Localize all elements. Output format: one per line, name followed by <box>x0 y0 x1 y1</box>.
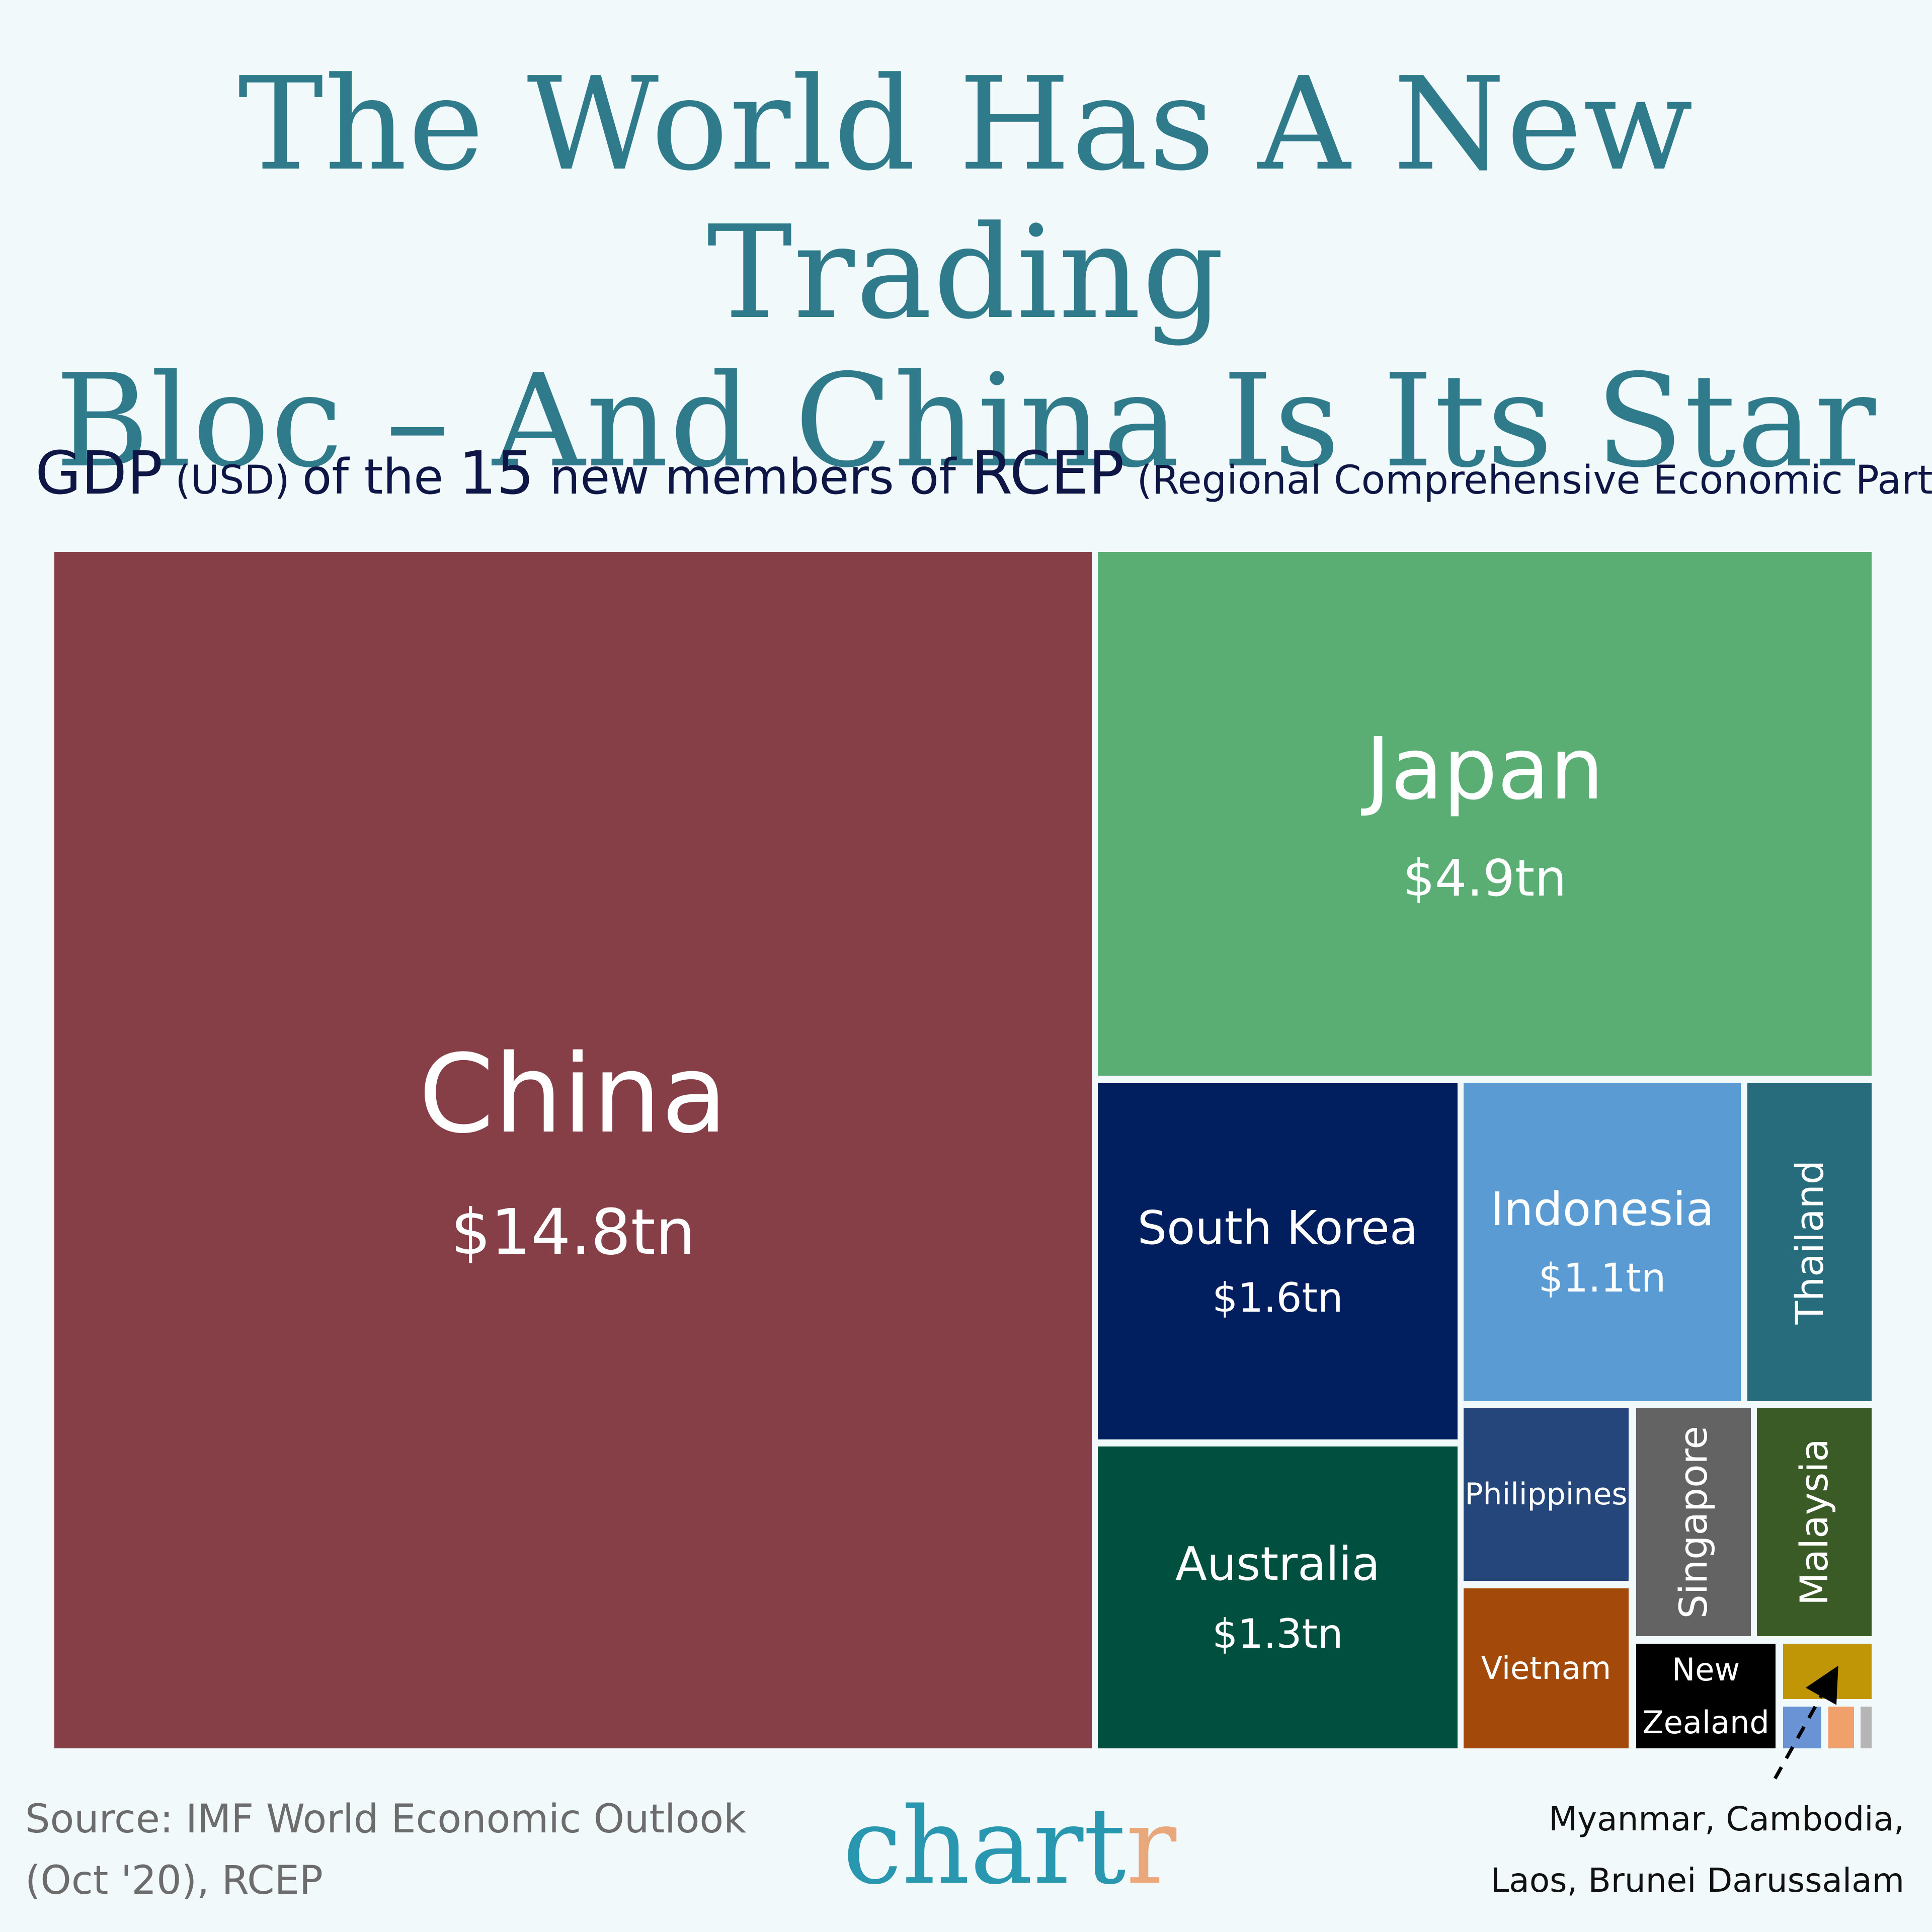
tile-south-korea: South Korea $1.6tn <box>1098 1083 1458 1439</box>
subtitle-of-the: of the <box>302 449 459 505</box>
chart-subtitle: GDP (USD) of the 15 new members of RCEP … <box>35 443 1932 511</box>
tile-new-zealand-line1: New <box>1671 1651 1740 1688</box>
tile-china-value: $14.8tn <box>450 1195 696 1269</box>
source-note: Source: IMF World Economic Outlook (Oct … <box>25 1789 746 1911</box>
source-line-2: (Oct '20), RCEP <box>25 1858 323 1903</box>
tile-indonesia-name: Indonesia <box>1490 1182 1714 1237</box>
tile-cambodia <box>1783 1707 1821 1748</box>
annotation-line-1: Myanmar, Cambodia, <box>1549 1800 1904 1838</box>
tile-laos <box>1828 1707 1854 1748</box>
subtitle-usd: (USD) <box>163 458 302 503</box>
annotation-line-2: Laos, Brunei Darussalam <box>1490 1861 1904 1900</box>
logo-main: chart <box>843 1785 1126 1908</box>
source-line-1: Source: IMF World Economic Outlook <box>25 1797 747 1842</box>
tile-thailand: Thailand <box>1747 1083 1872 1401</box>
tile-vietnam-name: Vietnam <box>1481 1650 1612 1687</box>
tile-myanmar <box>1783 1644 1872 1699</box>
chart-title: The World Has A New Trading Bloc – And C… <box>0 50 1932 496</box>
tile-australia-name: Australia <box>1175 1537 1380 1591</box>
tile-south-korea-value: $1.6tn <box>1212 1274 1343 1321</box>
tile-japan-name: Japan <box>1365 719 1604 820</box>
subtitle-expansion: (Regional Comprehensive Economic Partner… <box>1137 458 1932 503</box>
title-line-1: The World Has A New Trading <box>237 50 1695 348</box>
title-line-2: Bloc – And China Is Its Star <box>55 347 1877 496</box>
tile-malaysia: Malaysia <box>1757 1408 1872 1636</box>
tile-china: China $14.8tn <box>54 552 1092 1748</box>
subtitle-count: 15 <box>458 438 534 508</box>
small-countries-annotation: Myanmar, Cambodia, Laos, Brunei Darussal… <box>1491 1789 1904 1911</box>
tile-south-korea-name: South Korea <box>1137 1201 1418 1255</box>
subtitle-rcep: RCEP <box>971 438 1124 508</box>
tile-indonesia-value: $1.1tn <box>1538 1256 1666 1302</box>
chartr-logo: chartr <box>843 1791 1176 1902</box>
tile-thailand-name: Thailand <box>1787 1160 1832 1325</box>
tile-japan-value: $4.9tn <box>1403 848 1567 908</box>
tile-vietnam: Vietnam <box>1464 1588 1629 1748</box>
tile-singapore: Singapore <box>1636 1408 1751 1636</box>
subtitle-new-members: new members of <box>534 449 972 505</box>
tile-new-zealand: New Zealand <box>1636 1644 1776 1748</box>
subtitle-gdp: GDP <box>35 438 163 508</box>
tile-malaysia-name: Malaysia <box>1792 1438 1837 1606</box>
tile-japan: Japan $4.9tn <box>1098 552 1872 1076</box>
tile-australia: Australia $1.3tn <box>1098 1446 1458 1748</box>
tile-new-zealand-line2: Zealand <box>1642 1704 1769 1741</box>
tile-singapore-name: Singapore <box>1671 1425 1716 1619</box>
tile-philippines-name: Philippines <box>1465 1477 1628 1512</box>
logo-accent: r <box>1125 1785 1177 1908</box>
tile-china-name: China <box>418 1030 728 1157</box>
tile-philippines: Philippines <box>1464 1408 1629 1581</box>
tile-indonesia: Indonesia $1.1tn <box>1464 1083 1741 1401</box>
tile-australia-value: $1.3tn <box>1212 1610 1343 1657</box>
tile-brunei <box>1861 1707 1872 1748</box>
